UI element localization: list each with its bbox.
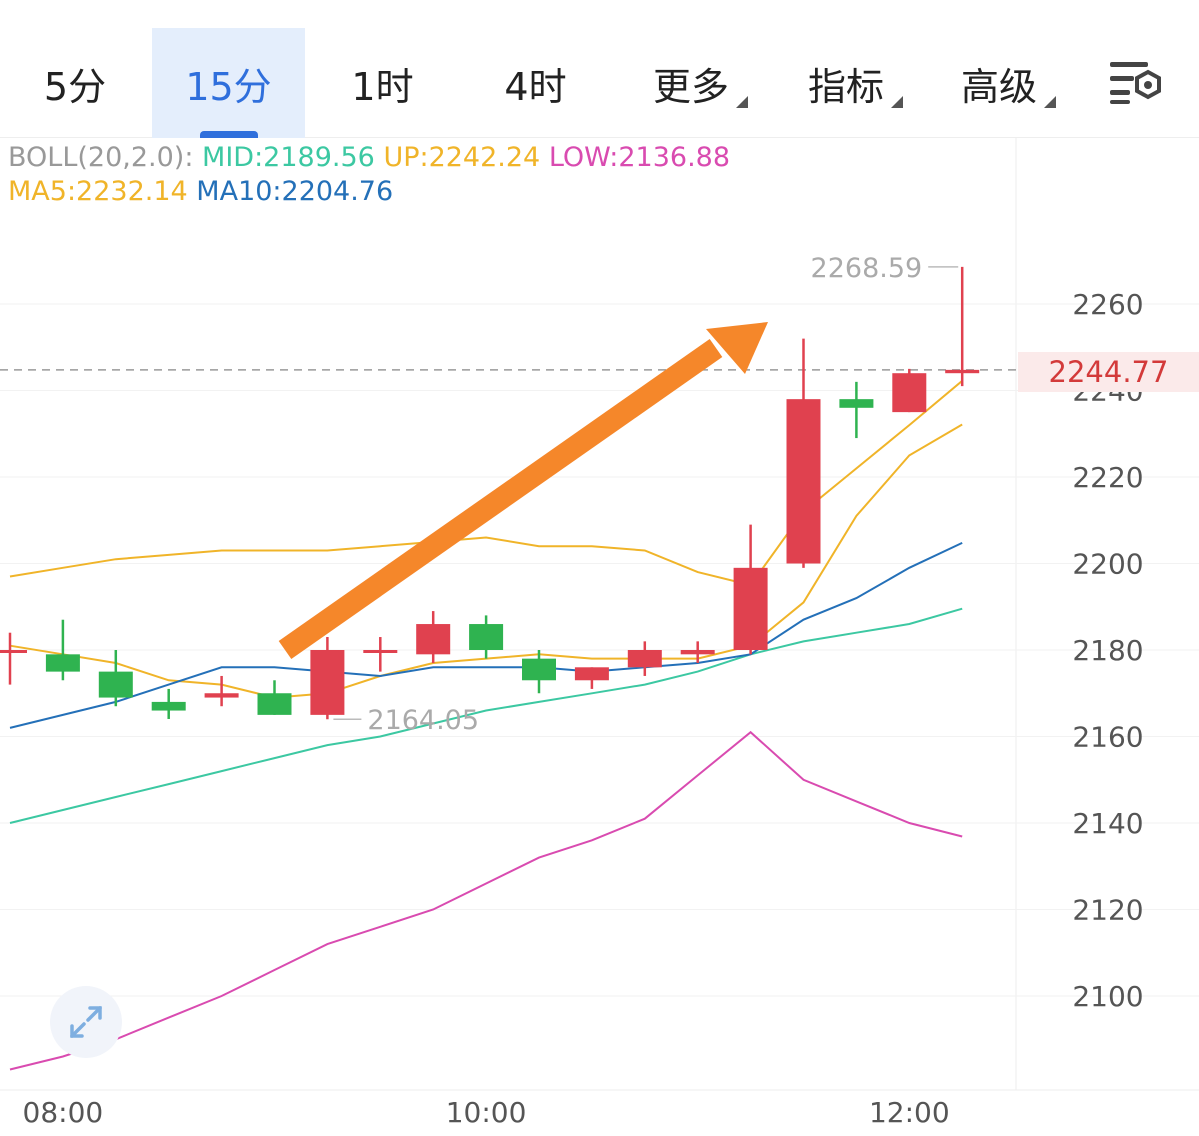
tab-more[interactable]: 更多 xyxy=(648,28,748,138)
tab-label: 高级 xyxy=(960,64,1037,109)
tab-4hour[interactable]: 4时 xyxy=(483,28,588,138)
candle xyxy=(892,368,927,413)
candle-body xyxy=(0,650,27,653)
expand-arrows-icon[interactable] xyxy=(50,986,122,1058)
candle-body xyxy=(363,650,398,653)
boll-label: BOLL(20,2.0): xyxy=(8,142,194,173)
ma-indicator-line: MA5:2232.14 MA10:2204.76 xyxy=(8,176,393,207)
ma5-value: MA5:2232.14 xyxy=(8,176,188,207)
boll-indicator-line: BOLL(20,2.0): MID:2189.56 UP:2242.24 LOW… xyxy=(8,142,730,173)
active-tab-indicator xyxy=(199,131,258,138)
candle xyxy=(416,611,451,663)
candle-body xyxy=(892,373,927,413)
tab-advanced[interactable]: 高级 xyxy=(956,28,1056,138)
candle xyxy=(733,524,768,655)
boll-mid-value: MID:2189.56 xyxy=(202,142,375,173)
trend-arrow-head xyxy=(706,322,768,374)
candle xyxy=(786,338,821,568)
candle xyxy=(151,688,186,719)
candle xyxy=(0,632,27,685)
dropdown-caret-icon xyxy=(736,96,748,108)
current-price-tag: 2244.77 xyxy=(1018,352,1199,392)
high-price-label: 2268.59 xyxy=(811,253,923,284)
x-tick-label: 08:00 xyxy=(23,1096,104,1129)
candle xyxy=(680,641,715,663)
x-tick-label: 12:00 xyxy=(869,1096,950,1129)
candle-body xyxy=(680,650,715,655)
tab-label: 指标 xyxy=(807,64,884,109)
period-tab-bar: 5分 15分 1时 4时 更多 指标 高级 xyxy=(0,0,1199,138)
tab-label: 4时 xyxy=(504,64,567,109)
trend-arrow-icon xyxy=(278,322,768,660)
candle-body xyxy=(469,624,504,650)
y-tick-label: 2220 xyxy=(1072,461,1143,494)
candle-body xyxy=(416,624,451,655)
candle xyxy=(257,680,292,715)
candle xyxy=(945,266,980,387)
y-tick-label: 2260 xyxy=(1072,288,1143,321)
trend-arrow-shaft xyxy=(278,338,723,660)
low-price-label: 2164.05 xyxy=(367,705,479,736)
candle xyxy=(574,667,609,689)
y-tick-label: 2160 xyxy=(1072,721,1143,754)
candle xyxy=(363,637,398,672)
candle-body xyxy=(786,399,821,564)
candle xyxy=(204,675,239,707)
y-tick-label: 2200 xyxy=(1072,548,1143,581)
ma10-value: MA10:2204.76 xyxy=(196,176,394,207)
tab-label: 更多 xyxy=(652,64,729,109)
tab-15min[interactable]: 15分 xyxy=(152,28,305,138)
candle xyxy=(45,619,80,681)
candle-body xyxy=(627,650,662,668)
indicator-line-low xyxy=(9,730,963,1071)
candle-body xyxy=(151,701,186,711)
candle-body xyxy=(204,693,239,698)
candle xyxy=(522,650,556,694)
candle xyxy=(627,641,662,676)
tab-1hour[interactable]: 1时 xyxy=(330,28,435,138)
candle-body xyxy=(310,650,345,715)
tab-label: 1时 xyxy=(351,64,414,109)
candle-body xyxy=(257,693,292,715)
dropdown-caret-icon xyxy=(1044,96,1056,108)
candle-body xyxy=(945,369,980,374)
y-tick-label: 2100 xyxy=(1072,980,1143,1013)
indicator-line-mid xyxy=(9,607,963,824)
tab-indicators[interactable]: 指标 xyxy=(803,28,903,138)
indicator-line-ma10 xyxy=(9,541,963,729)
candle-body xyxy=(574,667,609,681)
candle-body xyxy=(839,399,874,408)
candle xyxy=(98,650,133,707)
candle-body xyxy=(45,654,80,672)
boll-up-value: UP:2242.24 xyxy=(383,142,541,173)
x-tick-label: 10:00 xyxy=(446,1096,527,1129)
candle xyxy=(310,637,345,720)
y-tick-label: 2140 xyxy=(1072,807,1143,840)
candle-body xyxy=(98,671,133,698)
y-tick-label: 2120 xyxy=(1072,894,1143,927)
candle xyxy=(839,381,874,439)
tab-5min[interactable]: 5分 xyxy=(20,28,130,138)
tab-label: 5分 xyxy=(43,64,107,109)
candle-body xyxy=(522,658,556,681)
tab-label: 15分 xyxy=(185,64,272,109)
y-tick-label: 2180 xyxy=(1072,634,1143,667)
boll-low-value: LOW:2136.88 xyxy=(548,142,731,173)
candle-body xyxy=(733,567,768,650)
dropdown-caret-icon xyxy=(891,96,903,108)
candle xyxy=(469,615,504,659)
chart-settings-icon[interactable] xyxy=(1106,58,1166,108)
